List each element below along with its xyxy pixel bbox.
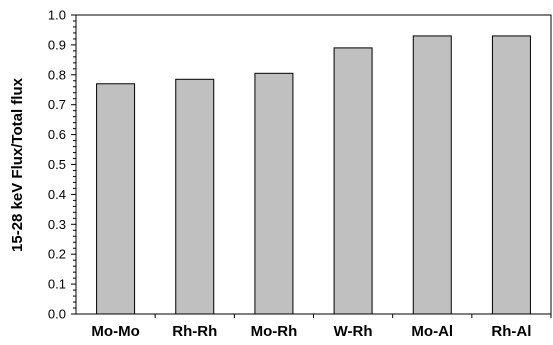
bar-mo-al (412, 35, 452, 315)
x-tick-label: W-Rh (334, 323, 373, 340)
plot-border (75, 14, 552, 315)
y-tick-label: 0.9 (48, 37, 66, 52)
x-tick-label: Mo-Rh (251, 323, 298, 340)
bars-group (96, 35, 531, 315)
x-axis-labels: Mo-Mo Rh-Rh Mo-Rh W-Rh Mo-Al Rh-Al (91, 314, 552, 340)
bar-mo-mo (96, 83, 136, 315)
x-tick-label: Rh-Rh (172, 323, 217, 340)
y-tick-label: 1.0 (48, 8, 66, 23)
x-tick-label: Mo-Al (411, 323, 453, 340)
y-tick-label: 0.4 (48, 187, 66, 202)
y-tick-label: 0.7 (48, 97, 66, 112)
y-tick-label: 0.5 (48, 157, 66, 172)
y-axis-title: 15-28 keV Flux/Total flux (9, 77, 26, 252)
bar-w-rh (333, 47, 373, 315)
y-tick-label: 0.8 (48, 67, 66, 82)
y-tick-label: 0.2 (48, 247, 66, 262)
y-tick-label: 0.1 (48, 277, 66, 292)
x-tick-label: Mo-Mo (91, 323, 139, 340)
bar-rh-al (491, 35, 531, 315)
y-tick-label: 0.3 (48, 217, 66, 232)
plot-area (75, 14, 552, 315)
y-tick-label: 0.0 (48, 307, 66, 322)
y-axis-ticks: 0.0 0.1 0.2 0.3 0.4 0.5 0.6 0.7 0.8 0.9 1.0 (48, 8, 76, 322)
bar-rh-rh (175, 78, 215, 315)
y-tick-label: 0.6 (48, 127, 66, 142)
bar-mo-rh (254, 72, 294, 315)
x-tick-label: Rh-Al (491, 323, 531, 340)
